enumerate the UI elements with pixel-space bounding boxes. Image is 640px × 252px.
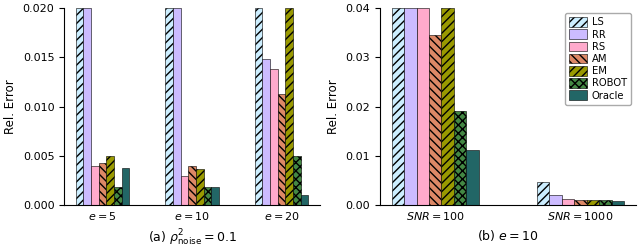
- Bar: [467, 150, 479, 205]
- Bar: [285, 8, 293, 205]
- X-axis label: (b) $e = 10$: (b) $e = 10$: [477, 228, 539, 243]
- Bar: [293, 156, 301, 205]
- Bar: [442, 8, 454, 205]
- Bar: [173, 8, 180, 205]
- Bar: [106, 156, 114, 205]
- Bar: [270, 69, 278, 205]
- Bar: [429, 35, 442, 205]
- Bar: [537, 181, 550, 205]
- Bar: [83, 8, 91, 205]
- Bar: [188, 166, 196, 205]
- Bar: [99, 163, 106, 205]
- Legend: LS, RR, RS, AM, EM, ROBOT, Oracle: LS, RR, RS, AM, EM, ROBOT, Oracle: [564, 13, 631, 105]
- Bar: [91, 166, 99, 205]
- Bar: [165, 8, 173, 205]
- Bar: [278, 94, 285, 205]
- Bar: [417, 8, 429, 205]
- Bar: [255, 8, 262, 205]
- Y-axis label: Rel. Error: Rel. Error: [327, 79, 340, 134]
- Bar: [180, 176, 188, 205]
- Bar: [196, 169, 204, 205]
- Bar: [404, 8, 417, 205]
- Bar: [204, 187, 211, 205]
- Bar: [262, 59, 270, 205]
- Bar: [562, 199, 574, 205]
- Bar: [454, 111, 467, 205]
- Bar: [114, 187, 122, 205]
- Y-axis label: Rel. Error: Rel. Error: [4, 79, 17, 134]
- Bar: [574, 200, 587, 205]
- Bar: [392, 8, 404, 205]
- Bar: [211, 187, 219, 205]
- Bar: [587, 200, 599, 205]
- Bar: [550, 195, 562, 205]
- Bar: [599, 200, 612, 205]
- Bar: [612, 201, 624, 205]
- Bar: [76, 8, 83, 205]
- Bar: [122, 168, 129, 205]
- Bar: [301, 195, 308, 205]
- X-axis label: (a) $\rho^2_{\mathrm{noise}} = 0.1$: (a) $\rho^2_{\mathrm{noise}} = 0.1$: [148, 228, 237, 248]
